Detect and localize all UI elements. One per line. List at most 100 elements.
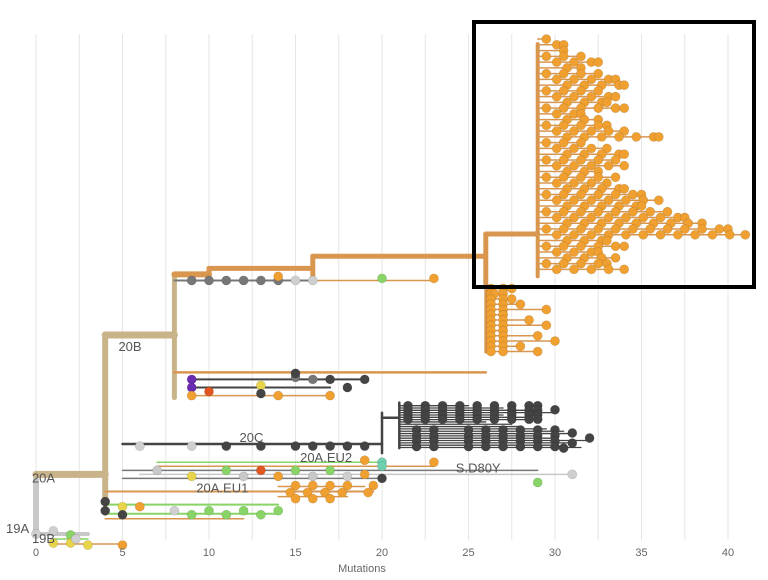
tip-node	[679, 224, 690, 234]
tip-node	[541, 68, 552, 79]
tip-node	[489, 414, 500, 425]
tip-node	[653, 195, 664, 206]
tip-node	[619, 241, 630, 252]
x-tick-label: 40	[722, 547, 734, 559]
tip-node	[638, 212, 649, 223]
tip-node	[325, 374, 335, 385]
tip-node	[603, 264, 614, 275]
clade-label: 20C	[240, 430, 264, 445]
tip-node	[593, 68, 604, 79]
tip-node	[403, 414, 413, 425]
tip-node	[593, 189, 604, 200]
tip-node	[550, 441, 560, 452]
tip-node	[325, 390, 335, 401]
tip-node	[255, 388, 266, 399]
tip-node	[524, 315, 534, 325]
x-tick-label: 35	[635, 547, 647, 559]
tip-node	[117, 540, 128, 550]
tip-node	[359, 455, 370, 466]
x-tick-label: 20	[376, 547, 388, 559]
tip-node	[515, 341, 526, 352]
tip-node	[498, 346, 508, 357]
tip-node	[558, 51, 569, 62]
tip-node	[290, 465, 301, 476]
tip-node	[273, 505, 284, 516]
tip-node	[541, 241, 552, 252]
tip-node	[645, 206, 656, 217]
tip-node	[551, 178, 562, 188]
tip-node	[551, 91, 562, 102]
tip-node	[186, 441, 197, 451]
tip-node	[550, 404, 560, 415]
tip-node	[586, 74, 597, 85]
tip-node	[342, 441, 353, 451]
tip-node	[610, 172, 621, 183]
tip-node	[204, 275, 214, 286]
tip-node	[610, 206, 621, 217]
clade-label: 19A	[6, 521, 29, 536]
tip-node	[551, 74, 562, 85]
tip-node	[558, 155, 569, 165]
tip-node	[541, 51, 552, 62]
tip-node	[558, 85, 569, 96]
tip-node	[541, 137, 552, 148]
tip-node	[541, 155, 552, 165]
tip-node	[576, 85, 586, 96]
tip-node	[186, 471, 197, 482]
tip-node	[486, 346, 496, 357]
tip-node	[724, 229, 735, 240]
tip-node	[627, 224, 638, 234]
tip-node	[586, 178, 597, 188]
tip-node	[558, 172, 569, 183]
tip-node	[307, 493, 318, 504]
tip-node	[558, 206, 569, 217]
tip-node	[506, 294, 517, 304]
tip-node	[576, 137, 586, 148]
tip-node	[551, 160, 562, 171]
tip-node	[273, 390, 284, 401]
tip-node	[255, 441, 266, 451]
tip-node	[586, 126, 597, 137]
tree-branches	[32, 38, 747, 545]
tip-node	[621, 195, 631, 206]
tip-node	[610, 155, 621, 165]
tip-node	[359, 441, 370, 451]
tip-node	[558, 224, 569, 234]
tip-node	[541, 320, 552, 331]
tip-node	[541, 85, 552, 96]
tip-nodes	[31, 34, 751, 550]
tip-node	[472, 414, 483, 425]
tip-node	[377, 273, 387, 284]
tip-node	[221, 465, 232, 476]
tip-node	[307, 471, 318, 482]
tip-node	[550, 336, 560, 346]
tip-node	[551, 264, 562, 275]
tip-node	[576, 172, 586, 183]
tip-node	[551, 57, 562, 67]
tip-node	[586, 160, 597, 171]
x-tick-label: 10	[203, 547, 215, 559]
tip-node	[569, 212, 579, 223]
x-tick-label: 0	[33, 547, 39, 559]
clade-label: 20A.EU1	[196, 481, 248, 496]
tip-node	[569, 57, 579, 67]
tip-node	[610, 103, 621, 114]
tip-node	[662, 206, 673, 217]
tip-node	[603, 160, 614, 171]
tip-node	[273, 471, 284, 482]
tip-node	[221, 441, 232, 451]
tip-node	[325, 465, 335, 476]
tip-node	[186, 390, 197, 401]
tip-node	[541, 103, 552, 114]
tip-node	[359, 374, 370, 385]
tip-node	[631, 132, 642, 142]
tip-node	[586, 229, 597, 240]
tip-node	[576, 258, 586, 269]
tip-node	[325, 480, 335, 491]
tip-node	[602, 235, 612, 246]
tip-node	[541, 258, 552, 269]
tip-node	[337, 487, 348, 498]
tip-node	[290, 480, 301, 491]
tip-node	[186, 509, 197, 520]
